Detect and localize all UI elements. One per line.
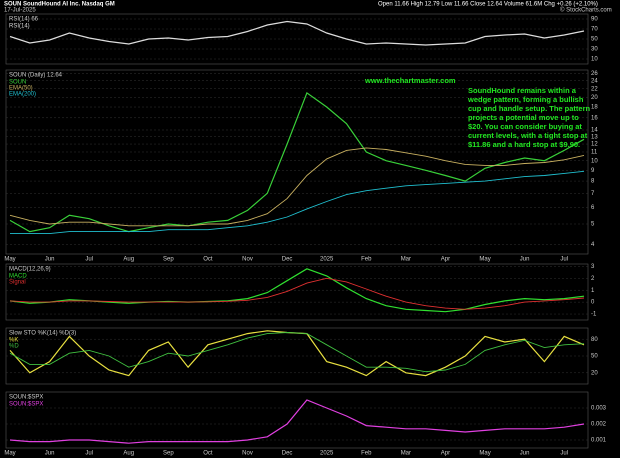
x-tick-label: Sep (163, 257, 174, 263)
panel-title: SOUN:$SPX (9, 395, 43, 401)
y-tick-label: 13 (591, 134, 598, 140)
series-line (9, 399, 585, 444)
y-tick-label: 0.003 (591, 406, 607, 412)
y-tick-label: 20 (591, 95, 598, 101)
y-tick-label: 4 (591, 242, 595, 248)
legend-entry: %D (9, 344, 19, 350)
y-tick-label: 11 (591, 150, 598, 156)
y-tick-label: 0 (591, 300, 595, 306)
x-tick-label: Mar (401, 451, 411, 457)
panel (5, 69, 589, 255)
y-tick-label: 16 (591, 115, 598, 121)
legend-entry: EMA(50) (9, 86, 33, 92)
x-tick-label: Jun (520, 451, 530, 457)
symbol: SOUN SoundHound AI Inc. Nasdaq GM (4, 2, 115, 8)
x-tick-label: May (4, 257, 15, 263)
x-tick-label: Apr (441, 451, 450, 457)
quote: Open 11.66 High 12.79 Low 11.66 Close 12… (378, 2, 598, 8)
source: © StockCharts.com (560, 7, 612, 14)
x-tick-label: Jul (560, 451, 568, 457)
x-tick-label: Jul (85, 257, 93, 263)
panel-title: RSI(14) 66 (9, 17, 39, 23)
x-tick-label: Nov (242, 451, 253, 457)
x-tick-label: Feb (361, 257, 372, 263)
legend-entry: SOUN (9, 80, 26, 86)
x-tick-label: Apr (441, 257, 450, 263)
x-tick-label: 2025 (320, 451, 334, 457)
legend-entry: MACD (9, 274, 27, 280)
legend-entry: Signal (9, 280, 26, 286)
series-line (9, 332, 585, 373)
y-tick-label: 20 (591, 370, 598, 376)
x-tick-label: May (479, 257, 490, 263)
site: www.thechartmaster.com (365, 76, 456, 85)
panel-title: MACD(12,26,9) (9, 267, 51, 273)
series-line (9, 20, 585, 46)
x-tick-label: Jun (520, 257, 530, 263)
legend-entry: SOUN:$SPX (9, 402, 43, 408)
panel-title: Slow STO %K(14) %D(3) (9, 331, 76, 337)
series-line (9, 277, 585, 310)
series-line (9, 147, 585, 227)
x-tick-label: Jul (560, 257, 568, 263)
commentary: SoundHound remains within a wedge patter… (468, 86, 591, 149)
y-tick-label: 30 (591, 47, 598, 53)
y-tick-label: 50 (591, 37, 598, 43)
x-tick-label: Mar (401, 257, 411, 263)
panel-title: SOUN (Daily) 12.64 (9, 73, 63, 79)
y-tick-label: 10 (591, 57, 598, 63)
y-tick-label: 5 (591, 222, 595, 228)
y-tick-label: 90 (591, 17, 598, 23)
y-tick-label: 0.001 (591, 438, 607, 444)
x-tick-label: May (4, 451, 15, 457)
y-tick-label: 14 (591, 128, 598, 134)
legend-entry: RSI(14) (9, 24, 30, 30)
x-tick-label: Aug (123, 451, 134, 457)
y-tick-label: 7 (591, 191, 595, 197)
y-tick-label: 24 (591, 78, 598, 84)
legend-entry: EMA(200) (9, 92, 36, 98)
x-tick-label: Dec (282, 257, 293, 263)
legend-entry: %K (9, 338, 18, 344)
panel (5, 263, 589, 321)
series-line (9, 330, 585, 377)
series-line (9, 268, 585, 313)
x-tick-label: Jun (45, 451, 55, 457)
y-tick-label: 6 (591, 205, 595, 211)
x-tick-label: Sep (163, 451, 174, 457)
y-tick-label: 1 (591, 288, 595, 294)
x-tick-label: Feb (361, 451, 372, 457)
series-line (9, 91, 585, 233)
x-tick-label: Jun (45, 257, 55, 263)
y-tick-label: 70 (591, 27, 598, 33)
y-tick-label: 18 (591, 105, 598, 111)
x-tick-label: Aug (123, 257, 134, 263)
x-tick-label: Jul (85, 451, 93, 457)
y-tick-label: 3 (591, 264, 595, 270)
y-tick-label: 50 (591, 354, 598, 360)
x-tick-label: Oct (203, 257, 213, 263)
y-tick-label: 80 (591, 337, 598, 343)
x-tick-label: May (479, 451, 490, 457)
y-tick-label: 22 (591, 86, 598, 92)
panel (5, 391, 589, 449)
panel (5, 327, 589, 385)
x-tick-label: Nov (242, 257, 253, 263)
series-line (10, 170, 585, 235)
y-tick-label: 26 (591, 71, 598, 77)
x-tick-label: Dec (282, 451, 293, 457)
y-tick-label: -1 (591, 312, 597, 318)
y-tick-label: 12 (591, 142, 598, 148)
y-tick-label: 10 (591, 158, 598, 164)
x-tick-label: Oct (203, 451, 213, 457)
y-tick-label: 8 (591, 179, 595, 185)
y-tick-label: 9 (591, 168, 595, 174)
x-tick-label: 2025 (320, 257, 334, 263)
date: 17-Jul-2025 (4, 8, 36, 14)
y-tick-label: 0.002 (591, 422, 607, 428)
y-tick-label: 2 (591, 276, 595, 282)
